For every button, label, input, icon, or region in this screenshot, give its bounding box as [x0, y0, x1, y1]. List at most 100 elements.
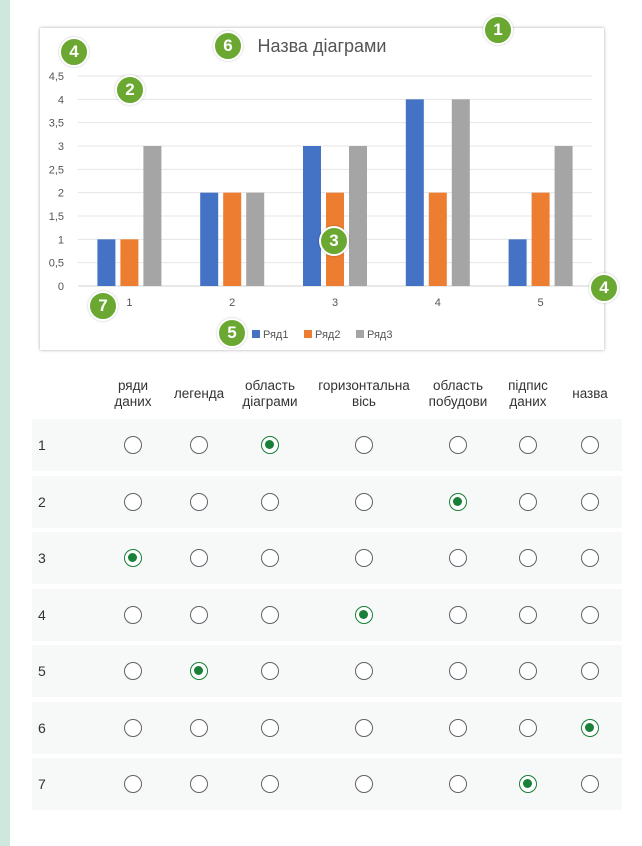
- radio-button[interactable]: [261, 662, 279, 680]
- radio-dot: [128, 553, 137, 562]
- row-label: 3: [38, 550, 46, 566]
- callout-badge: 2: [115, 75, 145, 105]
- callout-badge: 6: [213, 31, 243, 61]
- radio-button[interactable]: [355, 662, 373, 680]
- y-tick-label: 0: [58, 281, 64, 293]
- column-header: область побудови: [428, 378, 488, 409]
- row-label: 6: [38, 719, 46, 736]
- bar: [428, 192, 447, 286]
- radio-button[interactable]: [261, 718, 279, 737]
- row-label: 5: [38, 663, 46, 679]
- bar: [223, 192, 242, 286]
- y-tick-label: 4,5: [49, 71, 64, 83]
- radio-button[interactable]: [519, 549, 537, 567]
- legend-label: Ряд1: [263, 329, 288, 341]
- radio-button[interactable]: [519, 718, 537, 737]
- radio-button-selected[interactable]: [519, 775, 537, 793]
- callout-badge: 5: [217, 318, 247, 348]
- radio-button-selected[interactable]: [261, 436, 279, 454]
- legend-label: Ряд3: [367, 329, 392, 341]
- radio-button[interactable]: [261, 549, 279, 567]
- y-tick-label: 3: [58, 141, 64, 153]
- radio-button[interactable]: [124, 492, 142, 511]
- bar: [246, 192, 265, 286]
- chart-image: Назва діаграми 0 0,5 1 1,5 2 2,5 3 3,5 4 4,5 1 2 3 4 5 Р…: [40, 28, 604, 350]
- radio-button[interactable]: [581, 492, 599, 511]
- table-row: 5: [32, 645, 622, 697]
- radio-button[interactable]: [190, 492, 208, 511]
- radio-button-selected[interactable]: [190, 662, 208, 680]
- radio-button[interactable]: [190, 549, 208, 567]
- radio-button-selected[interactable]: [355, 605, 373, 624]
- radio-button[interactable]: [355, 549, 373, 567]
- table-row: 6: [32, 701, 622, 754]
- radio-button[interactable]: [355, 492, 373, 511]
- x-tick-label: 3: [332, 297, 338, 309]
- radio-button[interactable]: [355, 436, 373, 454]
- chart-title: Назва діаграми: [258, 36, 387, 56]
- radio-button[interactable]: [449, 775, 467, 793]
- callout-badge: 4: [59, 37, 89, 67]
- radio-button[interactable]: [519, 605, 537, 624]
- radio-button[interactable]: [124, 775, 142, 793]
- radio-button[interactable]: [519, 492, 537, 511]
- x-tick-label: 2: [229, 297, 235, 309]
- radio-button-selected[interactable]: [124, 549, 142, 567]
- radio-dot: [265, 440, 274, 449]
- radio-button[interactable]: [261, 775, 279, 793]
- radio-button-selected[interactable]: [449, 492, 467, 511]
- radio-button[interactable]: [519, 662, 537, 680]
- radio-button[interactable]: [581, 549, 599, 567]
- column-header: підпис даних: [508, 378, 548, 409]
- bar: [200, 192, 219, 286]
- radio-button[interactable]: [449, 436, 467, 454]
- y-tick-label: 2: [58, 188, 64, 200]
- radio-button[interactable]: [355, 718, 373, 737]
- radio-button[interactable]: [581, 605, 599, 624]
- x-tick-label: 5: [538, 297, 544, 309]
- bar: [451, 99, 470, 286]
- radio-button-selected[interactable]: [581, 718, 599, 737]
- bar: [531, 192, 550, 286]
- radio-button[interactable]: [261, 492, 279, 511]
- radio-button[interactable]: [581, 436, 599, 454]
- radio-button[interactable]: [261, 605, 279, 624]
- radio-button[interactable]: [124, 718, 142, 737]
- radio-button[interactable]: [519, 436, 537, 454]
- radio-button[interactable]: [449, 662, 467, 680]
- radio-dot: [194, 666, 203, 675]
- radio-button[interactable]: [124, 662, 142, 680]
- y-tick-label: 0,5: [49, 258, 64, 270]
- y-tick-label: 1,5: [49, 211, 64, 223]
- radio-button[interactable]: [581, 775, 599, 793]
- y-tick-label: 2,5: [49, 164, 64, 176]
- radio-button[interactable]: [449, 605, 467, 624]
- table-row: 3: [32, 532, 622, 584]
- left-accent-bar: [0, 0, 10, 846]
- radio-button[interactable]: [355, 775, 373, 793]
- radio-button[interactable]: [190, 775, 208, 793]
- bar: [120, 239, 139, 286]
- column-header: назва: [572, 386, 608, 401]
- y-tick-label: 3,5: [49, 118, 64, 130]
- legend-swatch: [304, 330, 312, 338]
- callout-badge: 1: [483, 15, 513, 45]
- table-row: 2: [32, 475, 622, 528]
- radio-button[interactable]: [124, 605, 142, 624]
- radio-button[interactable]: [190, 605, 208, 624]
- radio-button[interactable]: [190, 436, 208, 454]
- radio-button[interactable]: [190, 718, 208, 737]
- radio-button[interactable]: [124, 436, 142, 454]
- radio-button[interactable]: [449, 549, 467, 567]
- radio-dot: [453, 496, 462, 506]
- radio-button[interactable]: [449, 718, 467, 737]
- row-label: 1: [38, 437, 46, 453]
- bar: [349, 146, 367, 286]
- column-header: ряди даних: [114, 378, 152, 409]
- row-label: 4: [38, 606, 46, 623]
- table-row: 4: [32, 588, 622, 641]
- legend-label: Ряд2: [315, 329, 340, 341]
- radio-button[interactable]: [581, 662, 599, 680]
- y-tick-label: 1: [58, 234, 64, 246]
- column-header: горизонтальна вісь: [318, 378, 410, 409]
